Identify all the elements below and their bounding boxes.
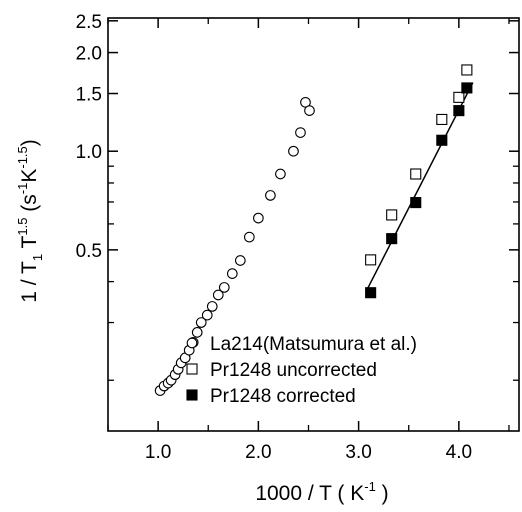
data-point xyxy=(295,127,306,138)
data-point xyxy=(253,212,264,224)
y-tick-label: 0.5 xyxy=(76,241,102,262)
series-0 xyxy=(154,96,315,396)
y-title-part: -1 xyxy=(15,183,30,195)
data-point xyxy=(275,168,286,180)
series-1 xyxy=(365,64,473,266)
data-point xyxy=(365,254,377,266)
y-title-part: 1.5 xyxy=(15,218,30,236)
axis-ticks: 1.0 2.0 3.0 4.0 0.5 1.0 1.5 2.0 2.5 xyxy=(76,12,519,463)
data-point xyxy=(461,64,473,76)
data-point xyxy=(410,168,422,180)
data-point xyxy=(191,327,203,338)
y-title-part: K xyxy=(18,169,41,183)
fit-line-group xyxy=(365,82,474,291)
data-point xyxy=(201,309,213,321)
data-point xyxy=(265,190,276,201)
y-tick-label: 2.5 xyxy=(76,12,102,33)
legend: La214(Matsumura et al.) Pr1248 uncorrecte… xyxy=(186,334,417,407)
data-point xyxy=(218,282,230,293)
data-point xyxy=(410,197,422,209)
fit-line xyxy=(365,82,474,291)
series-2 xyxy=(365,82,473,299)
y-title-part: 1 / T xyxy=(18,261,41,303)
data-point xyxy=(365,287,377,299)
data-point xyxy=(461,82,473,94)
x-tick-label: 3.0 xyxy=(345,442,371,463)
legend-label: Pr1248 corrected xyxy=(210,386,356,407)
data-point xyxy=(288,145,299,157)
data-point xyxy=(304,105,315,116)
y-title-part: ) xyxy=(18,139,41,146)
data-point xyxy=(206,301,218,312)
data-point xyxy=(436,113,448,126)
data-point xyxy=(453,91,465,103)
legend-marker xyxy=(186,337,198,349)
data-point xyxy=(226,268,238,279)
y-title-part: 1 xyxy=(30,254,45,261)
legend-label: La214(Matsumura et al.) xyxy=(210,334,417,355)
x-axis-title: 1000 / T ( K-1 ) xyxy=(255,479,388,505)
data-point xyxy=(212,289,224,301)
data-point xyxy=(386,209,398,221)
data-points xyxy=(154,64,473,396)
x-tick-label: 4.0 xyxy=(446,442,472,463)
data-point xyxy=(243,231,255,243)
x-tick-label: 1.0 xyxy=(145,442,171,463)
data-point xyxy=(234,255,246,266)
y-title-part: -1.5 xyxy=(15,146,30,168)
data-point xyxy=(386,233,398,245)
y-tick-label: 2.0 xyxy=(76,44,102,65)
y-title-part: (s xyxy=(18,194,41,217)
legend-marker xyxy=(186,363,198,375)
data-point xyxy=(436,134,448,146)
y-tick-label: 1.5 xyxy=(76,85,102,106)
y-tick-label: 1.0 xyxy=(76,142,102,163)
y-axis-title: 1 / T1 T1.5 (s-1K-1.5) xyxy=(15,139,45,303)
legend-marker xyxy=(186,389,198,401)
y-title-part: T xyxy=(18,235,41,253)
legend-label: Pr1248 uncorrected xyxy=(210,360,377,381)
data-point xyxy=(453,105,465,117)
x-tick-label: 2.0 xyxy=(245,442,271,463)
data-point xyxy=(195,317,207,328)
